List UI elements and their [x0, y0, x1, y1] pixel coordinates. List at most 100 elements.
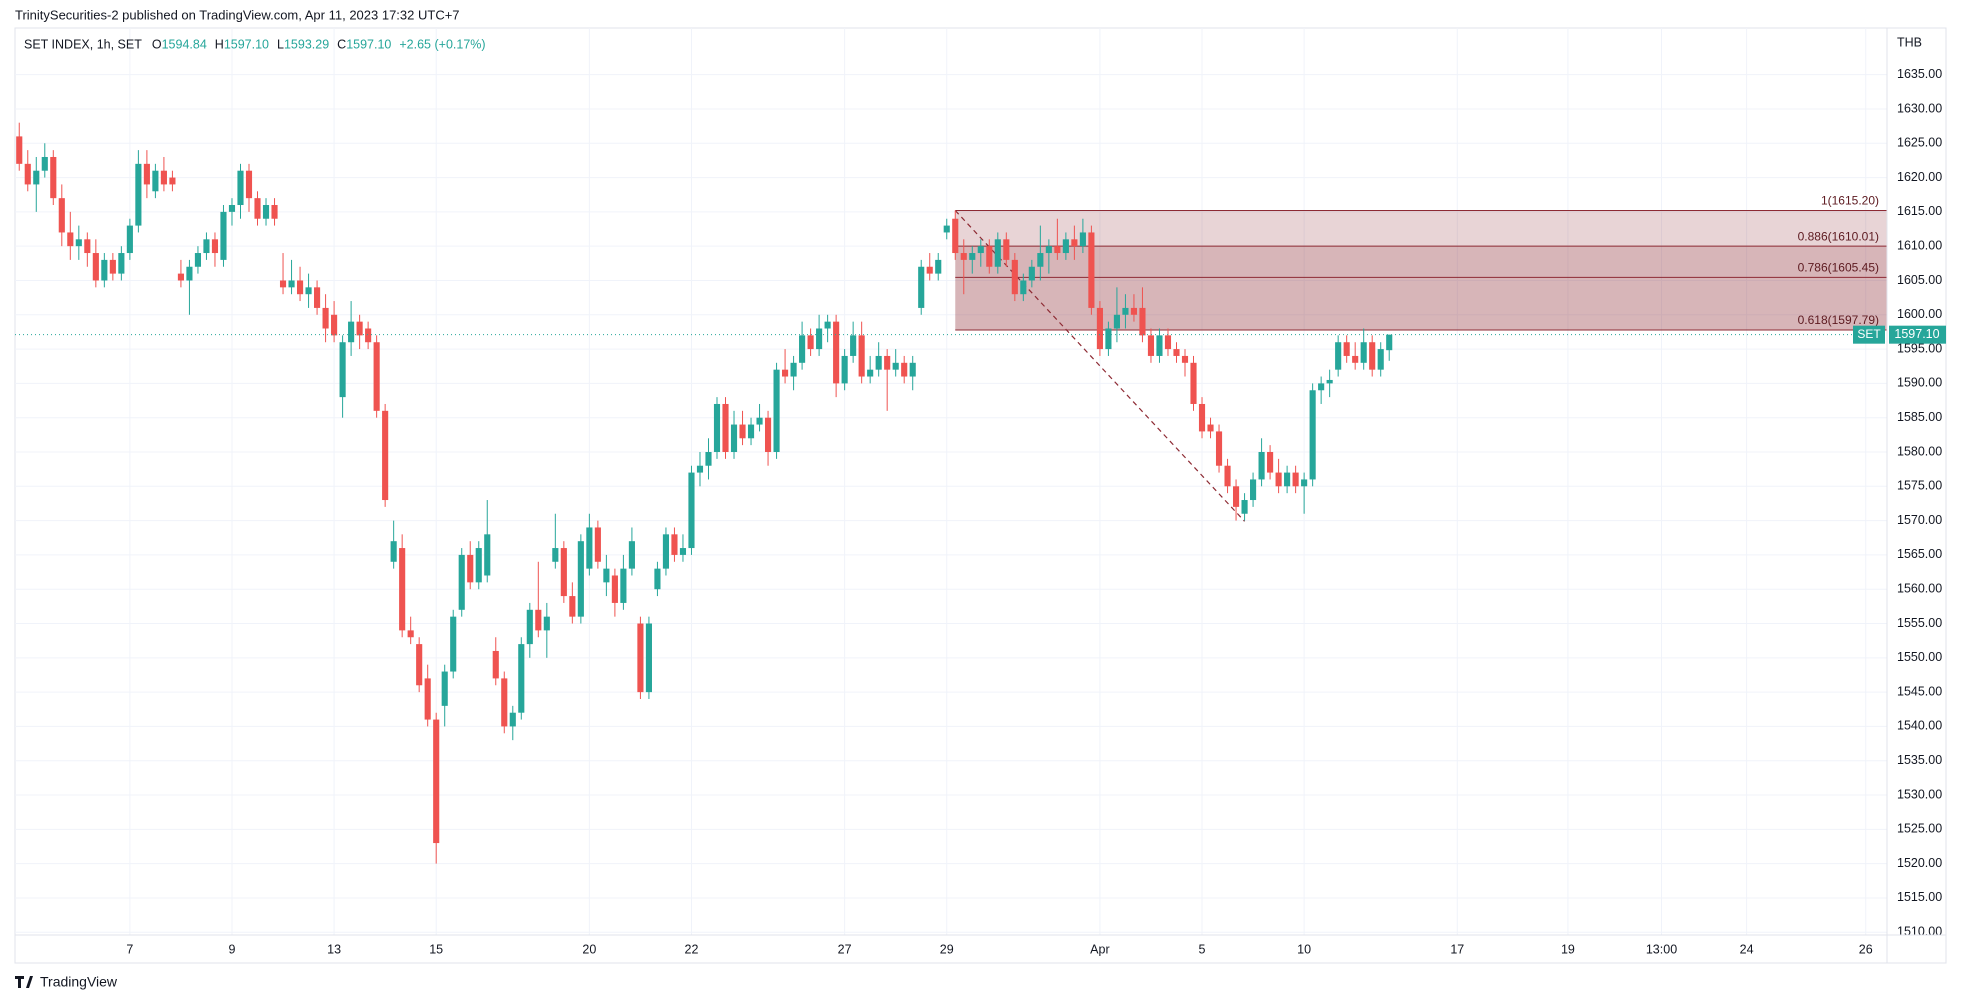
- x-tick-label: 13: [327, 942, 341, 956]
- candle-body: [126, 225, 133, 254]
- fib-band: [955, 277, 1887, 330]
- candle-body: [1326, 379, 1333, 384]
- x-tick-label: 19: [1561, 942, 1575, 956]
- y-tick-label: 1575.00: [1897, 479, 1942, 493]
- pane-frame: [14, 27, 1947, 964]
- candle-body: [867, 369, 874, 377]
- candle-body: [1275, 472, 1282, 487]
- y-tick-label: 1535.00: [1897, 753, 1942, 767]
- candle-body: [782, 369, 789, 377]
- candle-body: [467, 554, 474, 583]
- candle-body: [177, 273, 184, 281]
- candle-body: [1250, 479, 1257, 501]
- y-tick-label: 1540.00: [1897, 719, 1942, 733]
- candle-body: [331, 314, 338, 336]
- candle-body: [620, 568, 627, 603]
- candle-body: [1156, 335, 1163, 356]
- candle-body: [824, 321, 831, 329]
- y-tick-label: 1605.00: [1897, 273, 1942, 287]
- y-tick-label: 1590.00: [1897, 376, 1942, 390]
- x-tick-label: 26: [1859, 942, 1873, 956]
- candle-body: [152, 170, 159, 192]
- candle-body: [1207, 424, 1214, 432]
- candle-body: [841, 355, 848, 384]
- candle-body: [696, 465, 704, 473]
- candle-body: [1343, 342, 1350, 356]
- candle-body: [952, 218, 959, 254]
- candle-body: [1020, 280, 1027, 295]
- candle-body: [373, 342, 380, 411]
- candle-body: [986, 246, 993, 267]
- y-tick-label: 1565.00: [1897, 547, 1942, 561]
- candle-body: [245, 170, 253, 199]
- fib-label: 0.786(1605.45): [1798, 261, 1879, 275]
- x-tick-label: 9: [229, 942, 236, 956]
- candle-body: [611, 575, 618, 603]
- candle-body: [807, 335, 814, 350]
- candle-body: [1028, 266, 1035, 281]
- candle-body: [1301, 479, 1308, 487]
- candle-body: [399, 548, 406, 631]
- candle-body: [203, 239, 210, 254]
- tv-logo: [15, 976, 33, 988]
- candle-body: [348, 321, 355, 343]
- candle-body: [569, 596, 576, 617]
- candle-body: [577, 541, 584, 617]
- candle-body: [977, 246, 984, 254]
- candle-body: [1377, 349, 1384, 370]
- candle-body: [1369, 342, 1376, 370]
- y-tick-label: 1625.00: [1897, 136, 1942, 150]
- price-tag: 1597.10: [1894, 327, 1939, 341]
- y-tick-label: 1560.00: [1897, 582, 1942, 596]
- plot-inner: [15, 28, 1887, 935]
- candle-body: [1037, 253, 1044, 267]
- candle-body: [1147, 335, 1155, 356]
- x-tick-label: 22: [685, 942, 699, 956]
- y-tick-label: 1610.00: [1897, 238, 1942, 252]
- candle-body: [799, 335, 806, 363]
- candle-body: [637, 623, 644, 693]
- candle-body: [662, 534, 670, 569]
- price-tag-bg: [1889, 325, 1946, 344]
- y-tick-label: 1635.00: [1897, 67, 1942, 81]
- candle-body: [254, 198, 261, 219]
- candle-body: [220, 211, 227, 260]
- y-tick-label: 1530.00: [1897, 787, 1942, 801]
- candle-body: [211, 239, 219, 254]
- candle-body: [1386, 334, 1393, 351]
- candle-body: [628, 541, 635, 569]
- x-tick-label: 5: [1199, 942, 1206, 956]
- candle-body: [884, 355, 891, 370]
- candle-body: [586, 527, 593, 569]
- candle-body: [382, 410, 389, 501]
- candle-body: [262, 205, 270, 219]
- y-tick-label: 1600.00: [1897, 307, 1942, 321]
- fib-band: [955, 246, 1887, 278]
- candle-body: [356, 321, 363, 336]
- candle-body: [1088, 232, 1095, 308]
- candle-body: [33, 170, 40, 185]
- candle-body: [135, 163, 142, 226]
- candle-body: [671, 534, 678, 555]
- published-line: TrinitySecurities-2 published on Trading…: [15, 7, 460, 22]
- x-tick-label: 17: [1450, 942, 1464, 956]
- candle-body: [475, 548, 482, 583]
- y-tick-label: 1585.00: [1897, 410, 1942, 424]
- candle-body: [118, 253, 125, 274]
- y-tick-label: 1525.00: [1897, 822, 1942, 836]
- candle-body: [756, 417, 763, 425]
- candle-body: [1224, 465, 1231, 487]
- candle-body: [816, 328, 823, 350]
- candle-body: [1173, 349, 1180, 356]
- candle-body: [943, 225, 950, 233]
- candle-body: [143, 163, 150, 185]
- candle-body: [1003, 239, 1010, 260]
- candle-body: [1352, 355, 1359, 363]
- candle-body: [543, 616, 550, 631]
- candle-body: [288, 280, 295, 288]
- candle-body: [458, 554, 465, 610]
- legend-key: O: [152, 37, 162, 51]
- y-tick-label: 1615.00: [1897, 204, 1942, 218]
- candle-body: [594, 527, 601, 562]
- candle-body: [1267, 451, 1274, 473]
